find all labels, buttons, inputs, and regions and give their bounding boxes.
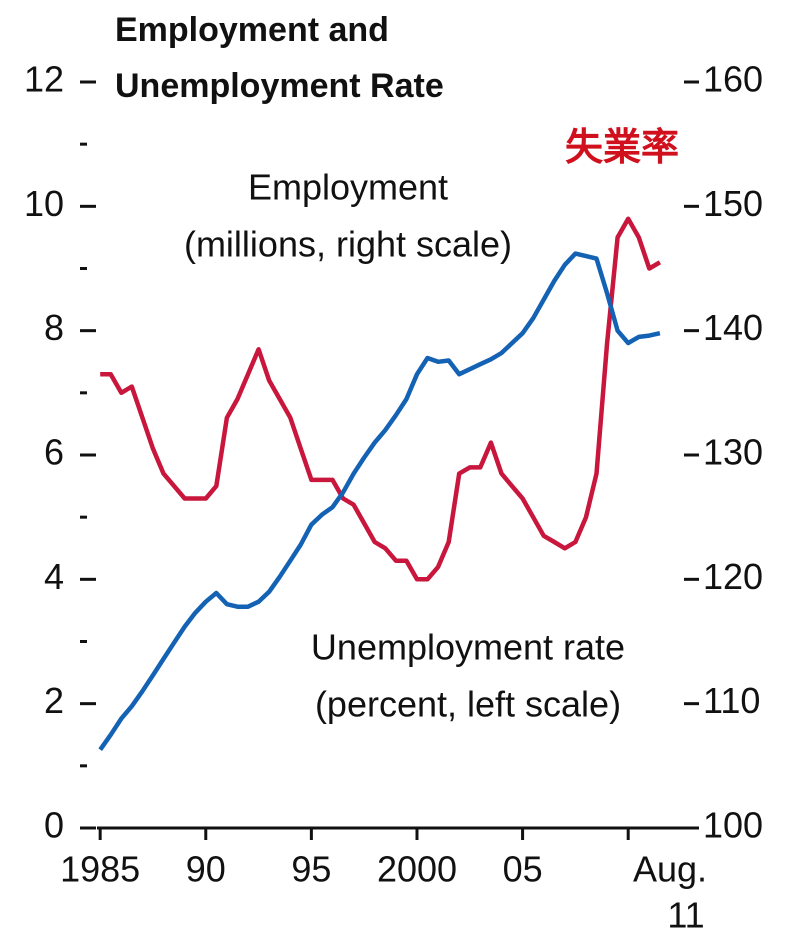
y-tick-label: 12 — [24, 59, 64, 100]
y2-tick-label: 100 — [703, 805, 763, 846]
series-label: Unemployment rate — [311, 627, 625, 668]
chart-title: Unemployment Rate — [115, 67, 444, 105]
y-tick-label: 6 — [44, 432, 64, 473]
chart-title: Employment and — [115, 11, 389, 49]
annotation: 失業率 — [565, 127, 679, 169]
series-note: (percent, left scale) — [315, 684, 621, 725]
y2-tick-label: 140 — [703, 307, 763, 348]
x-tick-label: 90 — [186, 849, 226, 890]
series-label: Employment — [248, 167, 448, 208]
x-tick-label: 95 — [291, 849, 331, 890]
series-line — [100, 216, 662, 582]
y-tick-label: 2 — [44, 680, 64, 721]
y2-tick-label: 130 — [703, 432, 763, 473]
y2-tick-label: 120 — [703, 556, 763, 597]
x-tick-label: 1985 — [60, 849, 140, 890]
series-note: (millions, right scale) — [184, 224, 512, 265]
x-tick-label: 2000 — [377, 849, 457, 890]
y-tick-label: 10 — [24, 183, 64, 224]
x-end-label: 11 — [667, 895, 704, 936]
x-end-label: Aug. — [633, 849, 707, 890]
series-line — [98, 251, 661, 751]
y2-tick-label: 150 — [703, 183, 763, 224]
y-tick-label: 0 — [44, 805, 64, 846]
y-tick-label: 8 — [44, 307, 64, 348]
y2-tick-label: 160 — [703, 59, 763, 100]
x-tick-label: 05 — [503, 849, 543, 890]
y2-tick-label: 110 — [703, 680, 760, 721]
y-tick-label: 4 — [44, 556, 64, 597]
